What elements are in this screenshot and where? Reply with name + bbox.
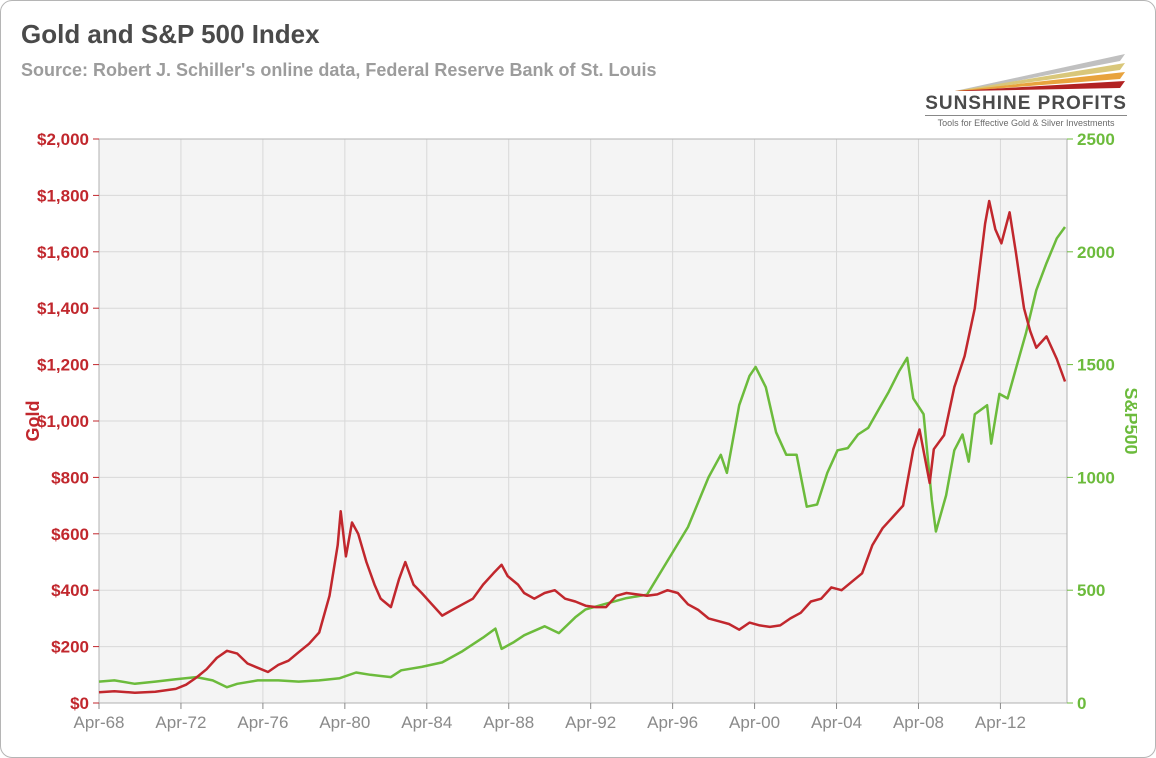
brand-logo: SUNSHINE PROFITS Tools for Effective Gol…	[925, 51, 1127, 128]
x-tick-label: Apr-80	[319, 713, 370, 732]
y-left-tick-label: $0	[70, 694, 89, 713]
x-tick-label: Apr-72	[155, 713, 206, 732]
x-tick-label: Apr-88	[483, 713, 534, 732]
y-left-tick-label: $400	[51, 581, 89, 600]
logo-tagline: Tools for Effective Gold & Silver Invest…	[925, 115, 1127, 128]
x-tick-label: Apr-04	[811, 713, 862, 732]
y-left-tick-label: $1,400	[37, 299, 89, 318]
x-tick-label: Apr-08	[893, 713, 944, 732]
y-left-tick-label: $1,000	[37, 412, 89, 431]
y-right-tick-label: 500	[1077, 581, 1105, 600]
chart-title: Gold and S&P 500 Index	[21, 19, 1135, 50]
chart-container: Gold and S&P 500 Index Source: Robert J.…	[0, 0, 1156, 758]
x-tick-label: Apr-76	[237, 713, 288, 732]
y-right-tick-label: 1000	[1077, 468, 1115, 487]
x-tick-label: Apr-00	[729, 713, 780, 732]
y-right-tick-label: 0	[1077, 694, 1086, 713]
y-right-tick-label: 1500	[1077, 356, 1115, 375]
y-left-tick-label: $1,800	[37, 186, 89, 205]
y-left-tick-label: $600	[51, 525, 89, 544]
logo-rays-icon	[925, 51, 1125, 93]
y-left-tick-label: $2,000	[37, 130, 89, 149]
y-left-tick-label: $200	[51, 638, 89, 657]
y-left-axis-label: Gold	[23, 401, 43, 442]
chart-svg: Apr-68 Apr-72 Apr-76 Apr-80 Apr-84 Apr-88 Apr-…	[21, 129, 1137, 741]
x-tick-label: Apr-92	[565, 713, 616, 732]
y-right-tick-label: 2500	[1077, 130, 1115, 149]
y-left-tick-label: $800	[51, 468, 89, 487]
x-tick-label: Apr-96	[647, 713, 698, 732]
y-left-tick-label: $1,200	[37, 356, 89, 375]
x-tick-label: Apr-68	[73, 713, 124, 732]
x-tick-label: Apr-84	[401, 713, 452, 732]
y-right-tick-label: 2000	[1077, 243, 1115, 262]
x-tick-label: Apr-12	[975, 713, 1026, 732]
plot-area: Apr-68 Apr-72 Apr-76 Apr-80 Apr-84 Apr-88 Apr-…	[21, 129, 1135, 739]
logo-name: SUNSHINE PROFITS	[925, 93, 1127, 115]
y-right-axis-label: S&P500	[1121, 387, 1137, 454]
y-left-tick-label: $1,600	[37, 243, 89, 262]
